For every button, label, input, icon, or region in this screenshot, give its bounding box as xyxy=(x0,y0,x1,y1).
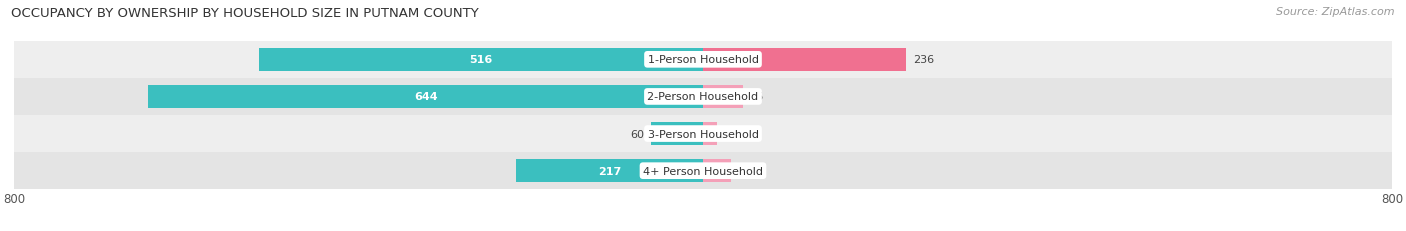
Text: 516: 516 xyxy=(470,55,492,65)
Text: 4+ Person Household: 4+ Person Household xyxy=(643,166,763,176)
Bar xyxy=(14,152,1392,189)
Text: 236: 236 xyxy=(912,55,934,65)
Text: 2-Person Household: 2-Person Household xyxy=(647,92,759,102)
Bar xyxy=(259,49,703,72)
Bar xyxy=(703,122,717,146)
Text: 644: 644 xyxy=(413,92,437,102)
Text: 60: 60 xyxy=(630,129,644,139)
Bar xyxy=(149,85,703,109)
Text: 16: 16 xyxy=(724,129,738,139)
Bar xyxy=(516,159,703,182)
Text: 217: 217 xyxy=(598,166,621,176)
Bar xyxy=(14,42,1392,79)
Text: 46: 46 xyxy=(749,92,763,102)
Bar xyxy=(14,79,1392,116)
Text: 33: 33 xyxy=(738,166,752,176)
Text: Source: ZipAtlas.com: Source: ZipAtlas.com xyxy=(1277,7,1395,17)
Bar xyxy=(651,122,703,146)
Bar xyxy=(703,85,742,109)
Text: OCCUPANCY BY OWNERSHIP BY HOUSEHOLD SIZE IN PUTNAM COUNTY: OCCUPANCY BY OWNERSHIP BY HOUSEHOLD SIZE… xyxy=(11,7,479,20)
Bar xyxy=(703,159,731,182)
Bar xyxy=(14,116,1392,152)
Text: 3-Person Household: 3-Person Household xyxy=(648,129,758,139)
Bar xyxy=(703,49,907,72)
Text: 1-Person Household: 1-Person Household xyxy=(648,55,758,65)
